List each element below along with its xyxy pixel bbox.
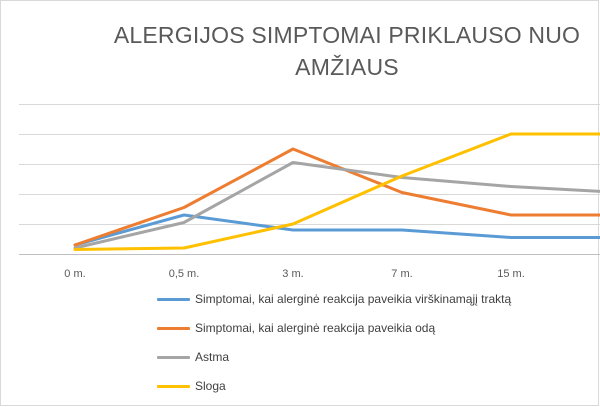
legend-swatch [157,327,190,330]
x-axis-ticks: 0 m. 0,5 m. 3 m. 7 m. 15 m. [64,268,524,280]
legend-label: Astma [195,350,230,364]
x-tick-label: 0,5 m. [169,268,200,280]
series-line-1 [73,213,600,247]
legend-label: Sloga [195,379,226,393]
legend-label: Simptomai, kai alerginė reakcija paveiki… [195,292,512,306]
x-tick-label: 0 m. [64,268,85,280]
series-lines [73,132,600,251]
legend-swatch [157,385,190,388]
chart-title: ALERGIJOS SIMPTOMAI PRIKLAUSO NUO AMŽIAU… [113,22,581,80]
legend-swatch [157,356,190,359]
legend-swatch [157,298,190,301]
x-tick-label: 15 m. [497,268,525,280]
series-line-3 [73,161,600,250]
x-tick-label: 3 m. [282,268,303,280]
x-tick-label: 7 m. [391,268,412,280]
legend-label: Simptomai, kai alerginė reakcija paveiki… [195,321,436,335]
series-line-4 [73,132,600,251]
gridlines [19,104,600,255]
